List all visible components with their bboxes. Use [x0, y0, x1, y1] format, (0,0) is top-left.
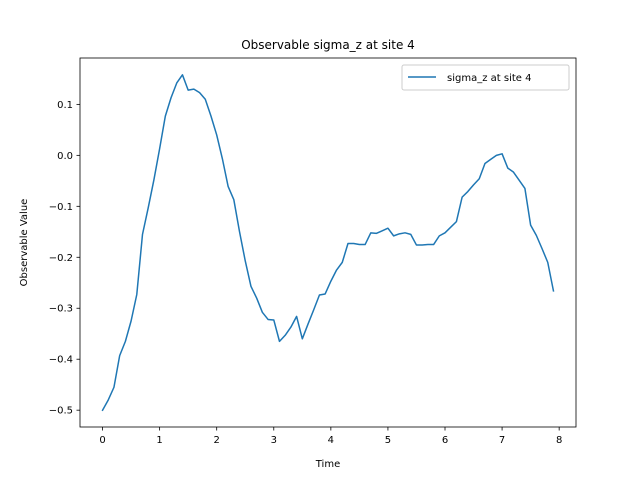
x-tick-label: 1: [156, 435, 162, 446]
legend-box: [401, 64, 570, 91]
x-axis-label: Time: [315, 459, 340, 470]
x-tick-label: 4: [328, 435, 334, 446]
y-tick-label: −0.1: [49, 202, 73, 213]
x-tick-label: 8: [556, 435, 562, 446]
x-tick-label: 7: [499, 435, 505, 446]
y-tick-label: 0.0: [57, 151, 73, 162]
y-tick-label: −0.4: [49, 355, 73, 366]
series-line: [101, 74, 555, 412]
legend-series-label: sigma_z at site 4: [447, 73, 531, 84]
x-tick-label: 2: [214, 435, 220, 446]
x-tick-label: 0: [99, 435, 105, 446]
y-tick-label: 0.1: [57, 100, 73, 111]
legend: sigma_z at site 4: [401, 64, 570, 91]
chart-title: Observable sigma_z at site 4: [241, 38, 415, 52]
y-axis-label: Observable Value: [19, 199, 30, 287]
axes-frame: [79, 57, 577, 428]
y-tick-label: −0.3: [49, 304, 73, 315]
x-tick-label: 5: [385, 435, 391, 446]
x-tick-label: 3: [271, 435, 277, 446]
plot-area: 0 1 2 3 4 5 6 7 8 −0.5 −0.4 −0.3 −0.2 −0.1 0.0 0.1: [49, 74, 562, 446]
y-tick-label: −0.5: [49, 406, 73, 417]
x-tick-label: 6: [442, 435, 448, 446]
y-tick-label: −0.2: [49, 253, 73, 264]
